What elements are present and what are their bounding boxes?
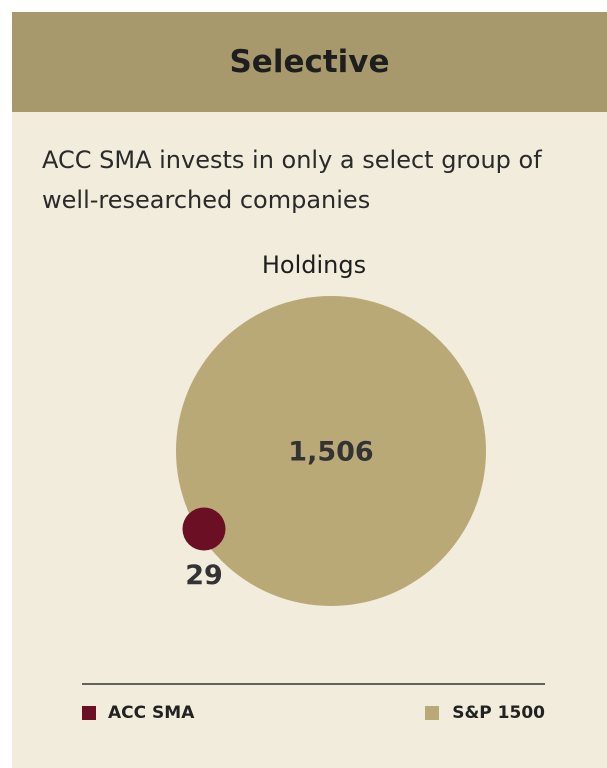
subtitle: ACC SMA invests in only a select group o… [42,146,542,214]
panel: Selective ACC SMA invests in only a sele… [12,12,607,768]
legend-swatch [82,706,96,720]
legend-swatch [425,706,439,720]
bubble [176,296,486,606]
legend-label: S&P 1500 [452,703,545,723]
data-label: 1,506 [288,437,373,468]
data-label: 29 [185,560,223,591]
bubble [182,507,226,551]
legend-label: ACC SMA [108,703,195,723]
chart-title: Holdings [262,251,366,279]
header: Selective [12,12,607,112]
